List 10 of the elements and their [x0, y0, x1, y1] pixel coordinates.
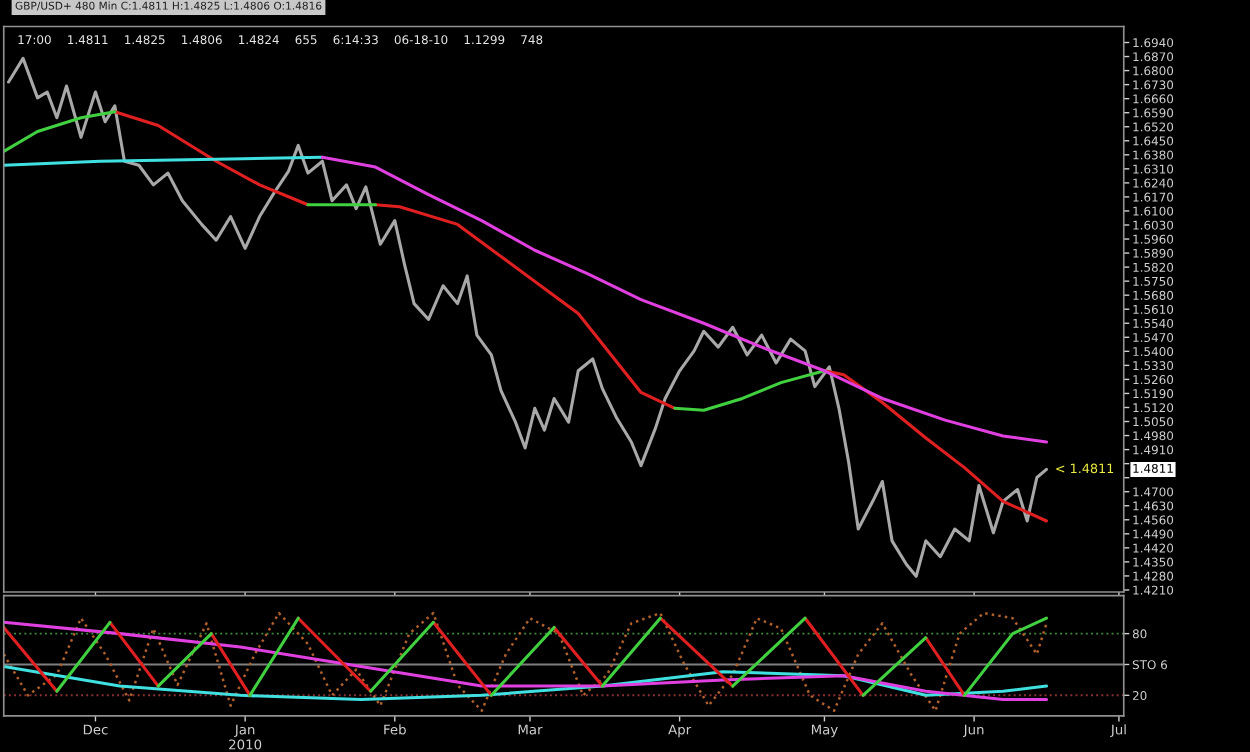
line-series: [822, 369, 1049, 523]
line-series: [320, 155, 1049, 444]
line-series: [3, 665, 1049, 701]
line-series: [3, 620, 1049, 701]
line-series: [7, 56, 1049, 578]
line-series: [673, 369, 826, 412]
line-series: [373, 203, 677, 410]
line-series: [3, 110, 117, 153]
line-series: [3, 611, 1048, 713]
line-series: [113, 110, 310, 207]
